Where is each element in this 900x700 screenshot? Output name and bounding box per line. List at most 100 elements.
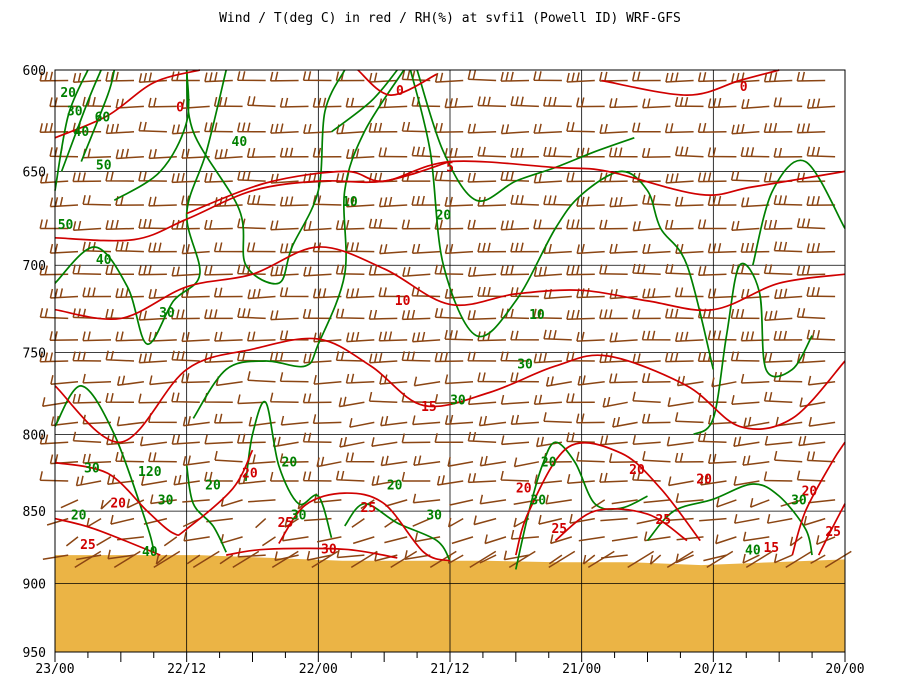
wind-barb	[500, 308, 530, 320]
wind-barb	[204, 434, 233, 445]
wind-barb	[181, 331, 210, 343]
wind-barb	[666, 436, 694, 447]
wind-barb	[796, 218, 826, 230]
temperature-isotherm	[791, 441, 846, 556]
temperature-contour-label: 5	[446, 160, 454, 175]
temperature-contour-label: 20	[516, 482, 532, 497]
wind-barb	[707, 97, 737, 109]
wind-barb	[303, 220, 332, 232]
wind-barb	[39, 434, 69, 445]
wind-barb	[510, 96, 539, 108]
temperature-isotherm	[226, 547, 398, 559]
wind-barb	[42, 554, 69, 561]
temperature-isotherm	[514, 442, 701, 556]
wind-barb	[75, 475, 102, 487]
wind-barb	[345, 97, 375, 108]
wind-barb	[384, 517, 398, 528]
wind-barb	[575, 97, 605, 108]
wind-barb	[665, 263, 694, 275]
wind-barb	[279, 453, 309, 464]
wind-barb	[467, 351, 497, 362]
wind-barb	[49, 196, 79, 208]
x-tick-label: 21/12	[430, 662, 469, 677]
wind-barb	[664, 123, 694, 134]
wind-barb	[140, 476, 168, 486]
wind-barb	[220, 534, 243, 544]
wind-barb	[477, 146, 507, 158]
wind-barb	[806, 242, 836, 254]
wind-barb	[674, 146, 704, 158]
wind-barb	[730, 170, 760, 182]
wind-barb	[599, 71, 628, 82]
wind-barb	[368, 391, 398, 404]
wind-barb	[576, 451, 605, 463]
wind-barb	[65, 536, 79, 547]
wind-barb	[697, 351, 727, 362]
wind-barb	[467, 123, 497, 134]
wind-barb	[716, 497, 737, 508]
wind-barb	[631, 122, 661, 133]
wind-barb	[824, 550, 852, 569]
wind-barb	[312, 195, 342, 206]
wind-barb	[796, 123, 826, 134]
wind-barb	[510, 194, 539, 206]
wind-barb	[279, 287, 309, 298]
wind-barb	[138, 310, 167, 321]
y-tick-label: 900	[23, 578, 46, 593]
temperature-contour-label: 20	[110, 497, 126, 512]
wind-barb	[608, 147, 638, 158]
wind-barb	[106, 434, 135, 446]
wind-barb	[213, 242, 243, 253]
wind-barb	[636, 517, 661, 525]
wind-barb	[667, 476, 694, 487]
wind-barb	[401, 309, 431, 321]
wind-barb	[312, 147, 342, 158]
x-tick-label: 23/00	[35, 662, 74, 677]
wind-barb	[413, 455, 441, 466]
wind-barb	[609, 98, 638, 109]
wind-barb	[72, 431, 102, 443]
wind-barb	[444, 414, 474, 426]
wind-barb	[204, 219, 233, 230]
wind-barb	[643, 499, 671, 504]
wind-barb	[339, 436, 365, 448]
wind-barb	[632, 391, 661, 404]
wind-barb	[806, 196, 836, 207]
wind-barb	[255, 518, 267, 529]
wind-barb	[642, 98, 671, 109]
temperature-isotherm	[54, 246, 846, 320]
wind-barb	[444, 374, 474, 385]
rh-contour-label: 60	[95, 111, 111, 126]
wind-barb	[105, 71, 135, 82]
wind-barb	[477, 286, 507, 298]
x-tick-label: 22/12	[167, 662, 206, 677]
wind-barb	[105, 219, 135, 231]
wind-barb	[171, 219, 200, 230]
wind-barb	[444, 196, 474, 207]
wind-barb	[641, 373, 671, 384]
wind-barb	[281, 531, 309, 542]
wind-barb	[49, 288, 79, 299]
wind-barb	[350, 550, 378, 569]
wind-barb	[182, 499, 210, 503]
wind-barb	[82, 195, 112, 206]
wind-barb	[105, 171, 135, 182]
wind-barb	[764, 435, 793, 446]
wind-barb	[631, 71, 661, 82]
wind-barb	[642, 194, 671, 206]
rh-isopleth	[60, 69, 102, 172]
wind-barb	[316, 456, 342, 468]
wind-barb	[236, 122, 266, 133]
wind-barb	[707, 147, 737, 158]
wind-barb	[533, 173, 562, 184]
wind-barb	[345, 288, 375, 299]
wind-barb	[467, 310, 497, 321]
wind-barb	[411, 146, 441, 158]
wind-barb	[116, 416, 144, 427]
wind-barb	[484, 534, 507, 545]
rh-isopleth	[416, 69, 635, 202]
x-tick-label: 20/00	[825, 662, 864, 677]
wind-barb	[39, 122, 69, 134]
x-axis-ticks: 23/00 22/12 22/00 21/12 21/00 20/12 20/00	[35, 652, 865, 677]
temperature-contour-label: 20	[629, 463, 645, 478]
